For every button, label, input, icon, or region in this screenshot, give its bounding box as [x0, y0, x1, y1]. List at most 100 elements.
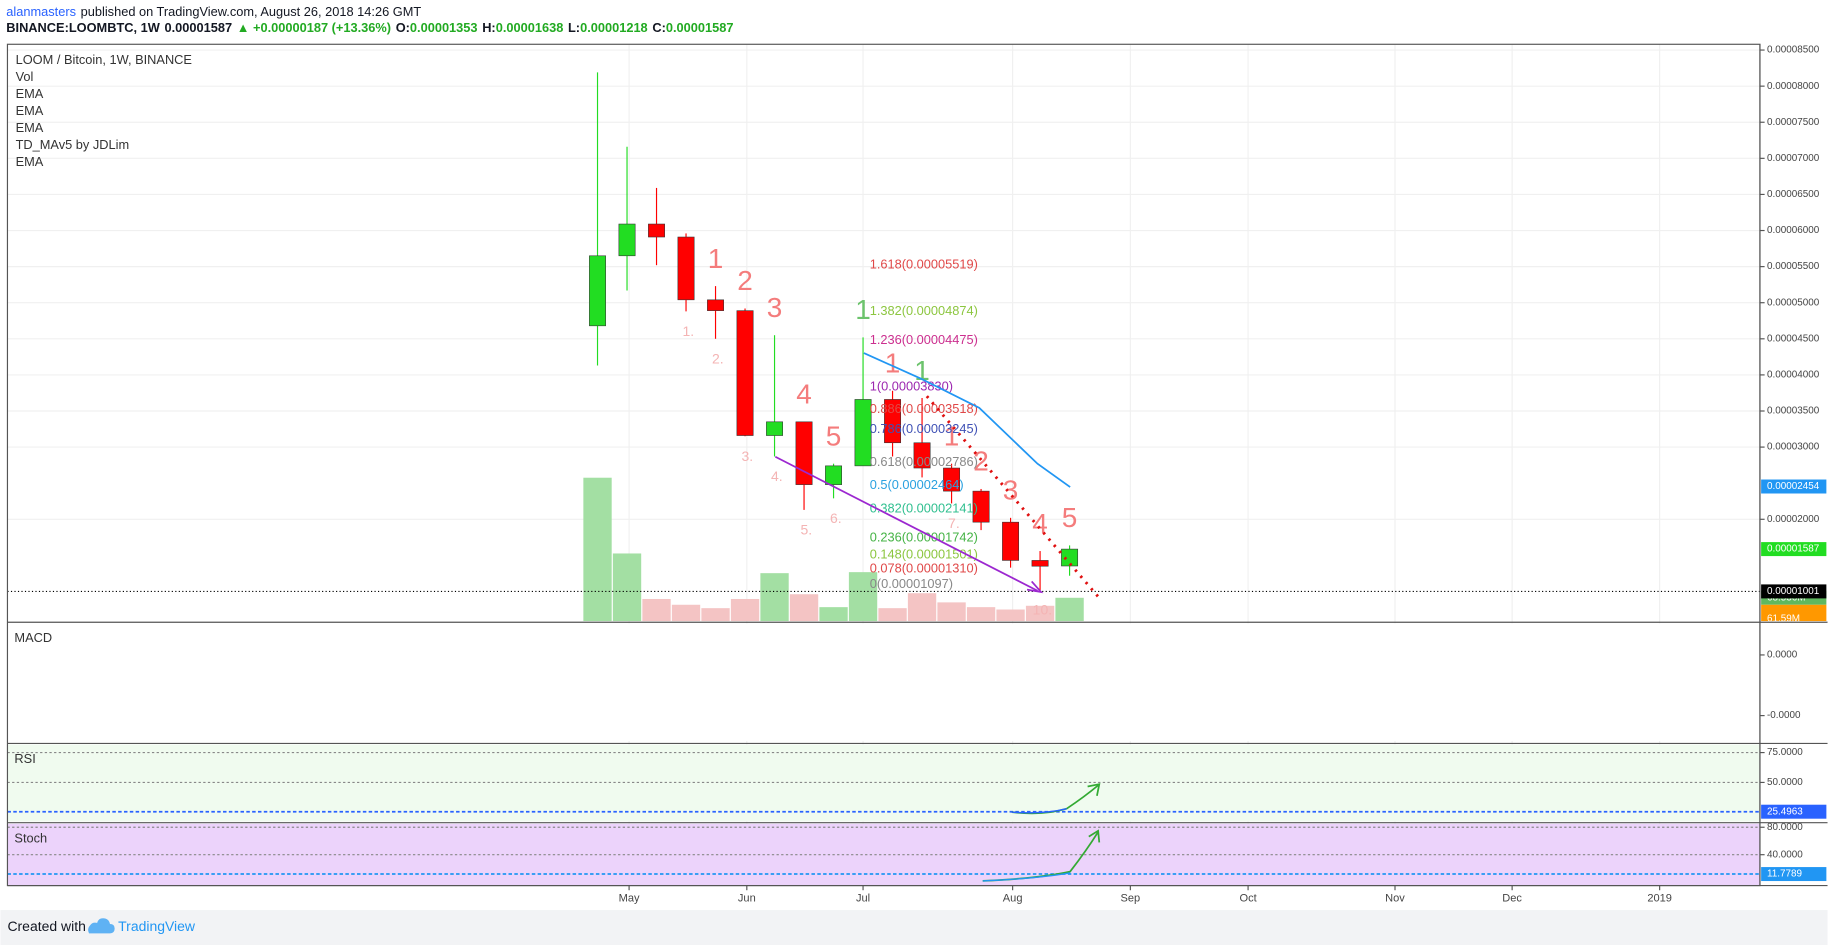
volume-bar	[789, 594, 819, 622]
candle-body	[707, 299, 724, 311]
ema-line	[863, 352, 1071, 488]
x-tick-label: Oct	[1239, 892, 1256, 904]
quote-item: 0.00001353	[410, 21, 478, 36]
logo	[88, 918, 115, 934]
x-tick-label: 2019	[1647, 892, 1672, 904]
panes: MACD RSI Stoch	[7, 44, 1828, 886]
y-tick-label: 0.00005000	[1767, 297, 1820, 308]
brand[interactable]: TradingView	[118, 918, 196, 934]
y-tick-label: 0.00003500	[1767, 406, 1820, 417]
current-box	[1761, 804, 1827, 819]
current-box	[1761, 867, 1827, 882]
candle-body	[913, 442, 931, 469]
quote-item: H:	[482, 21, 496, 36]
trend-line-dotted	[925, 395, 1100, 598]
volume-bar	[1025, 605, 1055, 622]
drawings	[774, 352, 1101, 882]
td-count: 3	[1003, 475, 1019, 506]
x-tick-label: May	[619, 892, 640, 904]
candle-body	[766, 421, 783, 436]
td-count: 4	[1032, 508, 1048, 539]
x-tick-label: Dec	[1502, 892, 1522, 904]
header: alanmasters published on TradingView.com,…	[6, 4, 733, 35]
td-setup: 5.	[801, 522, 813, 538]
candle-body	[1002, 521, 1020, 561]
y-tick-label: 0.00004500	[1767, 333, 1820, 344]
legend-entry: EMA	[16, 103, 44, 118]
td-count: 5	[826, 420, 842, 451]
quote-item: 0.00001638	[496, 21, 564, 36]
candle-body	[884, 399, 902, 444]
pane-title: RSI	[14, 751, 35, 766]
candle-body	[589, 255, 606, 327]
footer-bar	[0, 910, 1828, 945]
legend-entry: LOOM / Bitcoin, 1W, BINANCE	[16, 52, 192, 67]
candle-body	[648, 223, 665, 238]
volume-bar	[966, 607, 996, 622]
fib-label: 0.148(0.00001501)	[870, 547, 978, 562]
pane-title: MACD	[14, 630, 52, 645]
x-tick-label: Jun	[738, 892, 756, 904]
pane-background	[7, 744, 1760, 822]
main-pane: LOOM / Bitcoin, 1W, BINANCE Vol EMA EMA EMA T…	[7, 49, 1760, 622]
pane-title: Stoch	[14, 830, 47, 845]
legend-entry: EMA	[16, 120, 44, 135]
price-label: 0.00002454	[1767, 481, 1820, 492]
td-count: 5	[1062, 502, 1078, 533]
candle-body	[972, 490, 990, 523]
header-line: alanmasters published on TradingView.com,…	[6, 4, 421, 19]
legend-entry: EMA	[16, 154, 44, 169]
quote-item: 0.00001218	[580, 21, 648, 36]
current-label: 11.7789	[1767, 869, 1803, 880]
td-setup: 2.	[712, 350, 724, 366]
fib-label: 0.078(0.00001310)	[870, 560, 978, 575]
volume-bar	[701, 608, 730, 622]
pane-background	[7, 623, 1760, 742]
y-tick-label: 50.0000	[1767, 777, 1803, 788]
y-tick-label: 0.00003000	[1767, 442, 1820, 453]
td-count: 2	[973, 446, 989, 477]
quote-item: O:	[396, 21, 410, 36]
volume-bar	[819, 607, 848, 622]
volume-bar	[760, 573, 789, 622]
td-count: 2	[737, 265, 753, 296]
quote-item: BINANCE:LOOMBTC, 1W	[6, 21, 160, 36]
price-label: 0.00001587	[1767, 544, 1819, 555]
candle-body	[825, 465, 842, 485]
author: alanmasters	[6, 4, 76, 19]
y-tick-label: 0.00008500	[1767, 45, 1820, 56]
current-label: 25.4963	[1767, 806, 1803, 817]
legend-entry: EMA	[16, 86, 44, 101]
volume-ma-label: 61.59M	[1767, 613, 1800, 624]
axes: 0.00002000 0.00003000 0.00003500 0.00004000…	[6, 43, 1828, 904]
quote-item: L:	[568, 21, 580, 36]
legend-entry: Vol	[16, 69, 34, 84]
td-setup: 1.	[683, 323, 695, 339]
arrow-head	[1088, 829, 1101, 843]
volume-bar	[937, 602, 966, 622]
td-setup: 4.	[771, 468, 783, 484]
y-tick-label: 0.00006000	[1767, 225, 1820, 236]
price-box	[1761, 542, 1827, 557]
fib-label: 0.382(0.00002141)	[870, 500, 978, 515]
y-tick-label: 80.0000	[1767, 822, 1803, 833]
x-tick-label: Jul	[856, 892, 870, 904]
volume-bar	[848, 572, 878, 622]
volume-ma-box	[1761, 604, 1827, 622]
fib-label: 1(0.00003830)	[870, 379, 953, 394]
candle-body	[1061, 548, 1079, 567]
td-setup: 7.	[948, 515, 960, 531]
fib-label: 1.236(0.00004475)	[870, 332, 978, 347]
volume-bar	[671, 604, 701, 622]
td-count: 4	[796, 379, 812, 410]
y-tick-label: 0.00008000	[1767, 81, 1820, 92]
x-tick-label: Aug	[1003, 892, 1023, 904]
fib-label: 0.618(0.00002786)	[870, 454, 978, 469]
price-box	[1761, 584, 1827, 599]
y-tick-label: 0.00007000	[1767, 153, 1820, 164]
volume-bar	[1055, 597, 1084, 622]
quote-item: ▲ +0.00000187 (+13.36%)	[237, 21, 391, 36]
y-tick-label: 0.00006500	[1767, 189, 1820, 200]
y-tick-label: 0.00007500	[1767, 117, 1820, 128]
stoch-curve	[982, 872, 1071, 882]
